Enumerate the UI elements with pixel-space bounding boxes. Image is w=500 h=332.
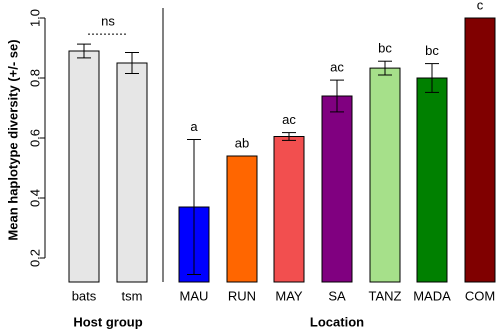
bar [416,77,448,283]
bar [464,17,496,283]
x-tick-label: SA [328,288,346,303]
x-tick-label: TANZ [369,288,402,303]
y-axis-label: Mean haplotype diversity (+/- se) [5,39,20,240]
y-tick-label: 0.4 [27,189,42,207]
annotation: ns [101,14,115,29]
x-tick-label: bats [72,288,97,303]
x-tick-label: MAU [180,288,209,303]
x-tick-label: COM [465,288,495,303]
significance-letter: ac [330,60,344,75]
x-tick-label: RUN [228,288,256,303]
bar [116,62,148,283]
y-tick-label: 0.2 [27,249,42,267]
y-tick-label: 0.6 [27,129,42,147]
bar [369,67,401,283]
bar [273,136,305,283]
significance-letter: a [190,119,198,134]
group-label: Location [310,314,364,329]
x-tick-label: MADA [413,288,451,303]
significance-letter: ab [235,135,249,150]
significance-letter: bc [425,43,439,58]
significance-letter: bc [378,41,392,56]
significance-letter: ac [282,112,296,127]
group-label: Host group [73,314,142,329]
y-tick-label: 0.8 [27,69,42,87]
x-tick-label: tsm [122,288,143,303]
bar [68,50,100,283]
bar [321,95,353,283]
y-tick-label: 1.0 [27,9,42,27]
bar [226,155,258,283]
significance-letter: c [477,0,484,12]
x-tick-label: MAY [275,288,303,303]
